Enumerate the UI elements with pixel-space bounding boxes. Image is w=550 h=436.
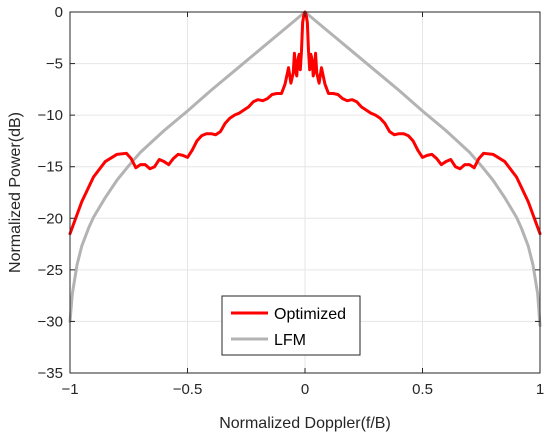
legend-label-optimized: Optimized xyxy=(274,306,346,323)
x-tick-label: 1 xyxy=(536,381,544,398)
axis-ticks: −1 −0.5 0 0.5 1 0 −5 −10 −15 −20 −25 −30 −35 xyxy=(38,4,545,398)
y-tick-label: −20 xyxy=(38,210,63,227)
y-tick-label: −5 xyxy=(46,56,63,73)
y-tick-label: −25 xyxy=(38,262,63,279)
y-tick-label: −30 xyxy=(38,313,63,330)
y-tick-label: −35 xyxy=(38,365,63,382)
y-axis-label: Normalized Power(dB) xyxy=(7,112,24,273)
x-tick-label: −0.5 xyxy=(173,381,203,398)
x-tick-label: −1 xyxy=(61,381,78,398)
legend-label-lfm: LFM xyxy=(274,332,306,349)
y-tick-label: −10 xyxy=(38,107,63,124)
x-axis-label: Normalized Doppler(f/B) xyxy=(219,415,391,432)
x-tick-label: 0 xyxy=(301,381,309,398)
legend: Optimized LFM xyxy=(221,295,361,356)
legend-box xyxy=(221,295,361,356)
y-tick-label: −15 xyxy=(38,159,63,176)
y-tick-label: 0 xyxy=(55,4,63,21)
x-tick-label: 0.5 xyxy=(412,381,433,398)
